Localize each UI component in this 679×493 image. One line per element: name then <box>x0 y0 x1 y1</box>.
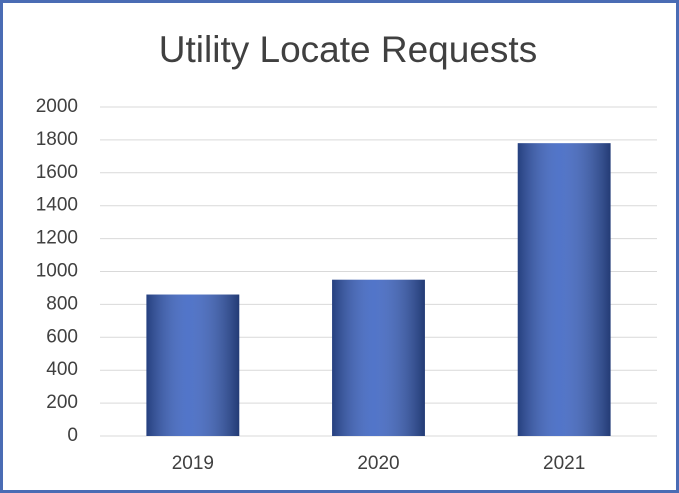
y-tick-label: 2000 <box>36 96 78 117</box>
x-tick-label: 2019 <box>172 453 214 474</box>
bar-shading <box>517 143 611 436</box>
y-tick-label: 600 <box>46 326 78 347</box>
y-tick-label: 1000 <box>36 261 78 282</box>
y-tick-label: 1600 <box>36 162 78 183</box>
chart-title: Utility Locate Requests <box>159 29 537 70</box>
bar-shading <box>332 279 425 436</box>
y-tick-label: 200 <box>46 392 78 413</box>
y-tick-label: 400 <box>46 359 78 380</box>
x-tick-label: 2020 <box>357 453 399 474</box>
bar-shading <box>146 294 240 436</box>
y-tick-label: 1800 <box>36 129 78 150</box>
y-tick-label: 800 <box>46 293 78 314</box>
y-tick-label: 0 <box>67 425 78 446</box>
y-tick-label: 1400 <box>36 195 78 216</box>
x-tick-label: 2021 <box>543 453 585 474</box>
y-tick-label: 1200 <box>36 228 78 249</box>
